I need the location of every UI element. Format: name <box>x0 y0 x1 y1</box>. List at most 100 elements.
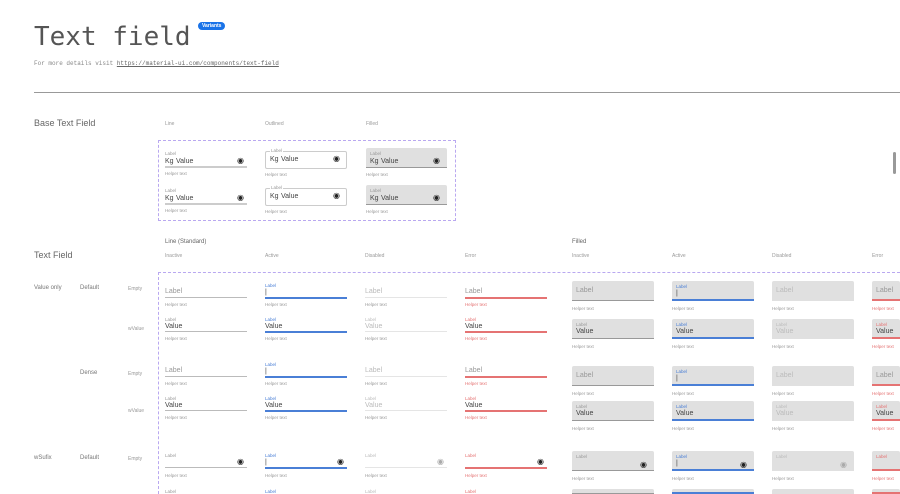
field-label: Label <box>165 489 177 494</box>
eye-icon[interactable]: ◉ <box>640 460 647 469</box>
filled-text-field <box>772 451 854 471</box>
eye-icon[interactable]: ◉ <box>337 457 344 466</box>
base-outlined-prefix: Kg <box>270 156 279 163</box>
eye-icon[interactable]: ◉ <box>740 460 747 469</box>
eye-icon[interactable]: ◉ <box>333 154 340 163</box>
filled-text-field[interactable] <box>872 401 900 421</box>
field-helper: Helper text <box>265 473 287 478</box>
filled-text-field[interactable] <box>672 401 754 421</box>
line-text-field[interactable] <box>265 317 347 334</box>
filled-text-field[interactable] <box>572 281 654 301</box>
field-label: Label <box>876 454 888 459</box>
field-underline <box>265 467 347 469</box>
field-helper: Helper text <box>672 391 694 396</box>
field-underline <box>465 410 547 412</box>
filled-text-field[interactable] <box>672 489 754 494</box>
row-type-label: Value only <box>34 285 62 291</box>
field-helper: Helper text <box>772 344 794 349</box>
field-placeholder: Label <box>365 288 383 295</box>
field-label: Label <box>465 489 477 494</box>
filled-text-field[interactable] <box>572 401 654 421</box>
base-line-field[interactable] <box>165 149 247 169</box>
page-title: Text field <box>34 22 191 52</box>
line-text-field[interactable] <box>465 283 547 300</box>
base-filled-label: Label <box>370 151 382 156</box>
field-helper: Helper text <box>465 302 487 307</box>
line-text-field[interactable] <box>465 317 547 334</box>
filled-text-field[interactable] <box>672 319 754 339</box>
base-line-field[interactable] <box>165 186 247 206</box>
filled-text-field[interactable] <box>572 319 654 339</box>
filled-text-field[interactable] <box>872 366 900 386</box>
field-label: Label <box>365 396 377 401</box>
base-filled-prefix: Kg <box>370 158 379 165</box>
line-text-field[interactable] <box>165 317 247 334</box>
filled-text-field[interactable] <box>572 366 654 386</box>
field-value: Value <box>165 323 183 330</box>
field-helper: Helper text <box>365 415 387 420</box>
base-line-helper: Helper text <box>165 208 187 213</box>
line-text-field[interactable] <box>465 396 547 413</box>
field-underline <box>465 376 547 378</box>
line-text-field[interactable] <box>265 396 347 413</box>
eye-icon[interactable]: ◉ <box>433 156 440 165</box>
field-label: Label <box>676 369 688 374</box>
base-outlined-label: Label <box>270 185 284 190</box>
base-outlined-field[interactable] <box>265 151 347 169</box>
filled-text-field[interactable] <box>572 489 654 494</box>
base-outlined-value: Value <box>281 156 299 163</box>
subtitle-text: For more details visit <box>34 60 117 67</box>
line-text-field[interactable] <box>265 362 347 379</box>
line-text-field[interactable] <box>165 453 247 470</box>
field-placeholder: Label <box>576 372 594 379</box>
filled-text-field[interactable] <box>672 451 754 471</box>
field-helper: Helper text <box>672 426 694 431</box>
filled-text-field[interactable] <box>872 451 900 471</box>
filled-text-field[interactable] <box>872 281 900 301</box>
base-outlined-field[interactable] <box>265 188 347 206</box>
field-label: Label <box>265 489 277 494</box>
field-label: Label <box>876 404 888 409</box>
filled-text-field[interactable] <box>872 319 900 339</box>
line-text-field[interactable] <box>465 362 547 379</box>
eye-icon[interactable]: ◉ <box>237 156 244 165</box>
filled-text-field <box>772 366 854 386</box>
field-label: Label <box>676 404 688 409</box>
text-cursor: | <box>676 290 678 297</box>
base-filled-field[interactable] <box>366 185 447 205</box>
field-underline <box>465 297 547 299</box>
eye-icon[interactable]: ◉ <box>237 193 244 202</box>
line-text-field[interactable] <box>165 362 247 379</box>
eye-icon[interactable]: ◉ <box>840 460 847 469</box>
line-text-field[interactable] <box>165 283 247 300</box>
line-text-field[interactable] <box>165 396 247 413</box>
eye-icon[interactable]: ◉ <box>237 457 244 466</box>
scrollbar[interactable] <box>893 152 896 174</box>
filled-text-field[interactable] <box>572 451 654 471</box>
line-text-field[interactable] <box>265 283 347 300</box>
filled-text-field <box>772 401 854 421</box>
filled-text-field[interactable] <box>872 489 900 494</box>
filled-text-field[interactable] <box>672 281 754 301</box>
field-underline <box>365 410 447 411</box>
docs-link[interactable]: https://material-ui.com/components/text-… <box>116 60 279 67</box>
field-placeholder: Label <box>776 372 794 379</box>
base-filled-value: Value <box>381 158 399 165</box>
field-helper: Helper text <box>872 306 894 311</box>
field-label: Label <box>465 453 477 458</box>
field-helper: Helper text <box>465 415 487 420</box>
text-cursor: | <box>676 460 678 467</box>
field-helper: Helper text <box>672 344 694 349</box>
field-helper: Helper text <box>465 473 487 478</box>
filled-text-field[interactable] <box>672 366 754 386</box>
line-text-field[interactable] <box>465 453 547 470</box>
field-helper: Helper text <box>872 344 894 349</box>
eye-icon[interactable]: ◉ <box>537 457 544 466</box>
eye-icon[interactable]: ◉ <box>433 193 440 202</box>
eye-icon[interactable]: ◉ <box>437 457 444 466</box>
field-helper: Helper text <box>265 381 287 386</box>
base-filled-field[interactable] <box>366 148 447 168</box>
field-label: Label <box>776 454 788 459</box>
eye-icon[interactable]: ◉ <box>333 191 340 200</box>
line-text-field[interactable] <box>265 453 347 470</box>
